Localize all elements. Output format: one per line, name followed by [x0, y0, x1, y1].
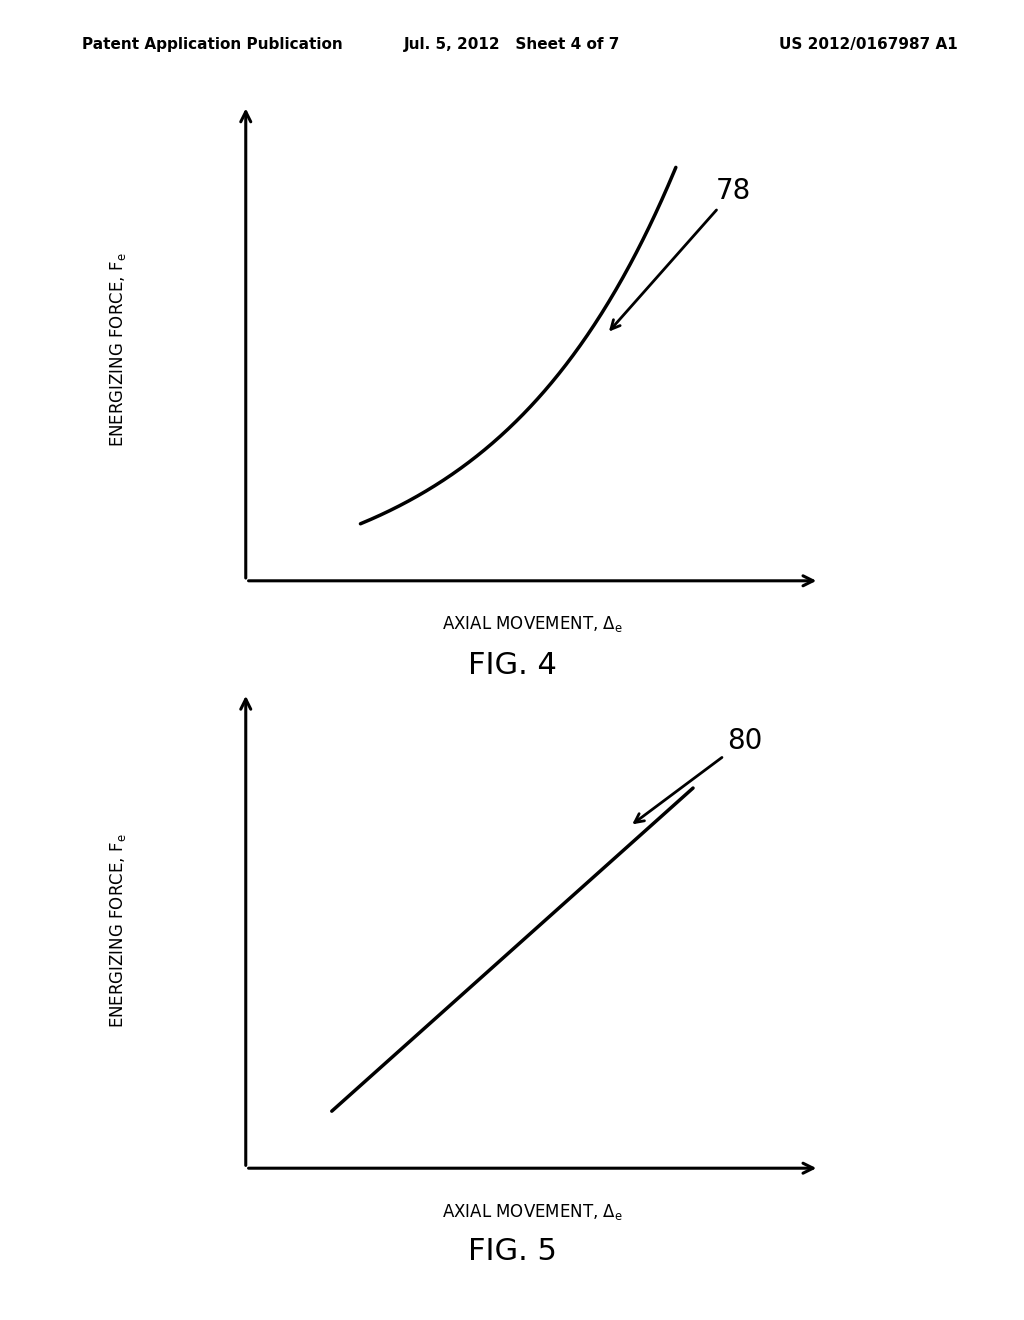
Text: Jul. 5, 2012   Sheet 4 of 7: Jul. 5, 2012 Sheet 4 of 7 [403, 37, 621, 51]
Text: FIG. 5: FIG. 5 [468, 1237, 556, 1266]
Text: AXIAL MOVEMENT, $\Delta_\mathrm{e}$: AXIAL MOVEMENT, $\Delta_\mathrm{e}$ [442, 1201, 623, 1222]
Text: Patent Application Publication: Patent Application Publication [82, 37, 343, 51]
Text: 78: 78 [611, 177, 751, 329]
Text: ENERGIZING FORCE, F$_\mathrm{e}$: ENERGIZING FORCE, F$_\mathrm{e}$ [108, 252, 128, 447]
Text: 80: 80 [635, 726, 762, 822]
Text: AXIAL MOVEMENT, $\Delta_\mathrm{e}$: AXIAL MOVEMENT, $\Delta_\mathrm{e}$ [442, 614, 623, 635]
Text: FIG. 4: FIG. 4 [468, 651, 556, 680]
Text: ENERGIZING FORCE, F$_\mathrm{e}$: ENERGIZING FORCE, F$_\mathrm{e}$ [108, 833, 128, 1028]
Text: US 2012/0167987 A1: US 2012/0167987 A1 [778, 37, 957, 51]
